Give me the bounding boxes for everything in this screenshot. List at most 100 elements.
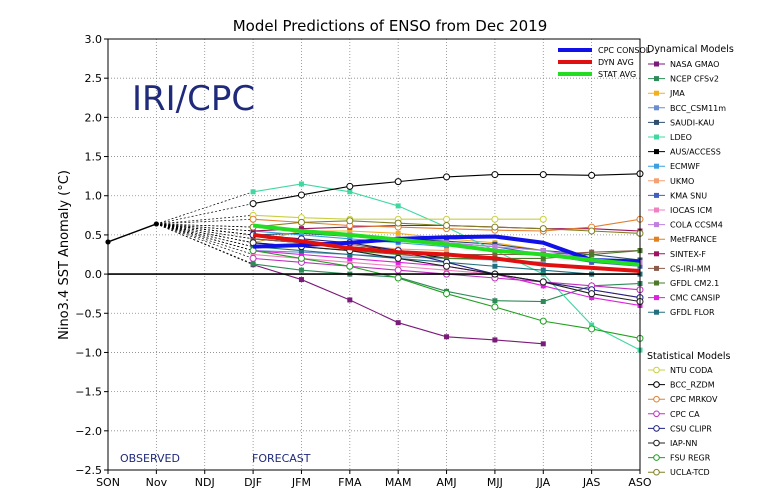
legend-marker — [653, 425, 660, 432]
model-point — [395, 259, 401, 265]
model-point — [297, 191, 305, 199]
y-tick-label: 0.0 — [85, 268, 103, 281]
x-tick-label: JAS — [582, 476, 601, 489]
model-point — [298, 248, 304, 254]
model-point — [540, 299, 546, 305]
model-point — [492, 298, 498, 304]
legend-marker — [653, 439, 660, 447]
legend-marker — [654, 280, 659, 286]
model-point — [443, 290, 451, 298]
y-tick-label: −1.0 — [75, 346, 102, 359]
model-point — [589, 295, 595, 301]
legend-label: NASA GMAO — [670, 60, 719, 69]
summary-legend-label: CPC CONSOL — [598, 46, 651, 55]
model-ntu-coda — [156, 211, 547, 225]
model-point — [540, 267, 546, 273]
legend-marker — [654, 149, 659, 155]
model-point — [492, 244, 498, 250]
model-point — [491, 303, 499, 311]
model-point — [250, 228, 256, 234]
legend-marker — [653, 366, 660, 374]
model-connector — [156, 223, 254, 236]
x-tick-label: MJJ — [487, 476, 503, 489]
x-tick-label: JFM — [291, 476, 311, 489]
model-point — [347, 189, 353, 195]
legend-marker — [654, 119, 659, 125]
model-point — [395, 320, 401, 326]
model-point — [347, 236, 353, 242]
legend-marker — [653, 468, 660, 476]
y-tick-label: 2.0 — [85, 111, 103, 124]
model-point — [444, 334, 450, 340]
legend-marker — [654, 76, 659, 82]
legend-label: COLA CCSM4 — [670, 221, 723, 230]
legend-label: JMA — [669, 89, 685, 98]
legend-marker — [654, 90, 659, 96]
legend-marker — [654, 251, 659, 257]
model-connector — [156, 223, 254, 251]
model-point — [540, 248, 546, 254]
legend-marker — [653, 454, 660, 461]
model-point — [346, 182, 354, 190]
summary-line-dyn-avg — [252, 232, 641, 273]
model-point — [588, 171, 596, 179]
model-point — [394, 266, 402, 274]
model-bcc-rzdm — [156, 170, 644, 225]
model-point — [491, 215, 499, 223]
model-point — [250, 236, 256, 242]
model-point — [297, 254, 305, 262]
model-point — [347, 228, 353, 234]
plot-frame — [107, 38, 641, 471]
model-point — [250, 261, 256, 267]
model-point — [249, 215, 257, 223]
legend-label: CMC CANSIP — [670, 294, 720, 303]
y-tick-label: 3.0 — [85, 33, 103, 46]
model-point — [395, 263, 401, 269]
legend-marker — [654, 61, 659, 67]
y-tick-label: −1.5 — [75, 386, 102, 399]
model-point — [297, 218, 305, 226]
y-axis-label: Nino3.4 SST Anomaly (°C) — [57, 170, 72, 340]
legend-marker — [653, 395, 660, 403]
model-point — [249, 200, 257, 208]
model-point — [443, 215, 451, 223]
model-point — [249, 247, 257, 255]
model-point — [539, 215, 547, 223]
model-point — [395, 203, 401, 209]
model-point — [589, 252, 595, 257]
legend-marker — [654, 295, 659, 301]
model-point — [443, 262, 451, 270]
model-point — [492, 252, 498, 257]
legend-marker — [654, 134, 659, 140]
legend-marker — [654, 207, 659, 213]
model-point — [347, 255, 353, 261]
model-point — [250, 189, 256, 195]
model-connector — [156, 223, 254, 244]
model-point — [491, 171, 499, 179]
y-tick-label: 1.5 — [85, 151, 103, 164]
legend-marker — [653, 381, 660, 388]
x-tick-label: FMA — [338, 476, 362, 489]
model-point — [444, 248, 450, 254]
summary-lines — [105, 221, 641, 273]
dynamical-legend-title: Dynamical Models — [647, 44, 734, 55]
legend-label: UKMO — [670, 177, 694, 186]
model-point — [492, 337, 498, 343]
x-tick-label: NDJ — [195, 476, 215, 489]
legend-label: GFDL CM2.1 — [670, 279, 719, 288]
model-point — [394, 274, 402, 282]
axes: 3.0 2.5 2.0 1.5 1.0 0.5 0.0 −0.5 −1.0 −1.5 −2.0 −2.… — [75, 33, 652, 489]
model-point — [539, 225, 547, 233]
model-point — [444, 255, 450, 261]
model-fsu-regr — [156, 223, 644, 342]
y-tick-label: 0.5 — [85, 229, 103, 242]
legend-label: NCEP CFSv2 — [670, 75, 719, 84]
model-point — [589, 259, 595, 265]
y-tick-label: 1.0 — [85, 190, 103, 203]
model-point — [492, 263, 498, 269]
model-connector — [156, 223, 254, 265]
legend-label: GFDL FLOR — [670, 308, 715, 317]
model-point — [539, 278, 547, 286]
legend-label: CS-IRI-MM — [670, 264, 711, 273]
model-point — [539, 171, 547, 179]
